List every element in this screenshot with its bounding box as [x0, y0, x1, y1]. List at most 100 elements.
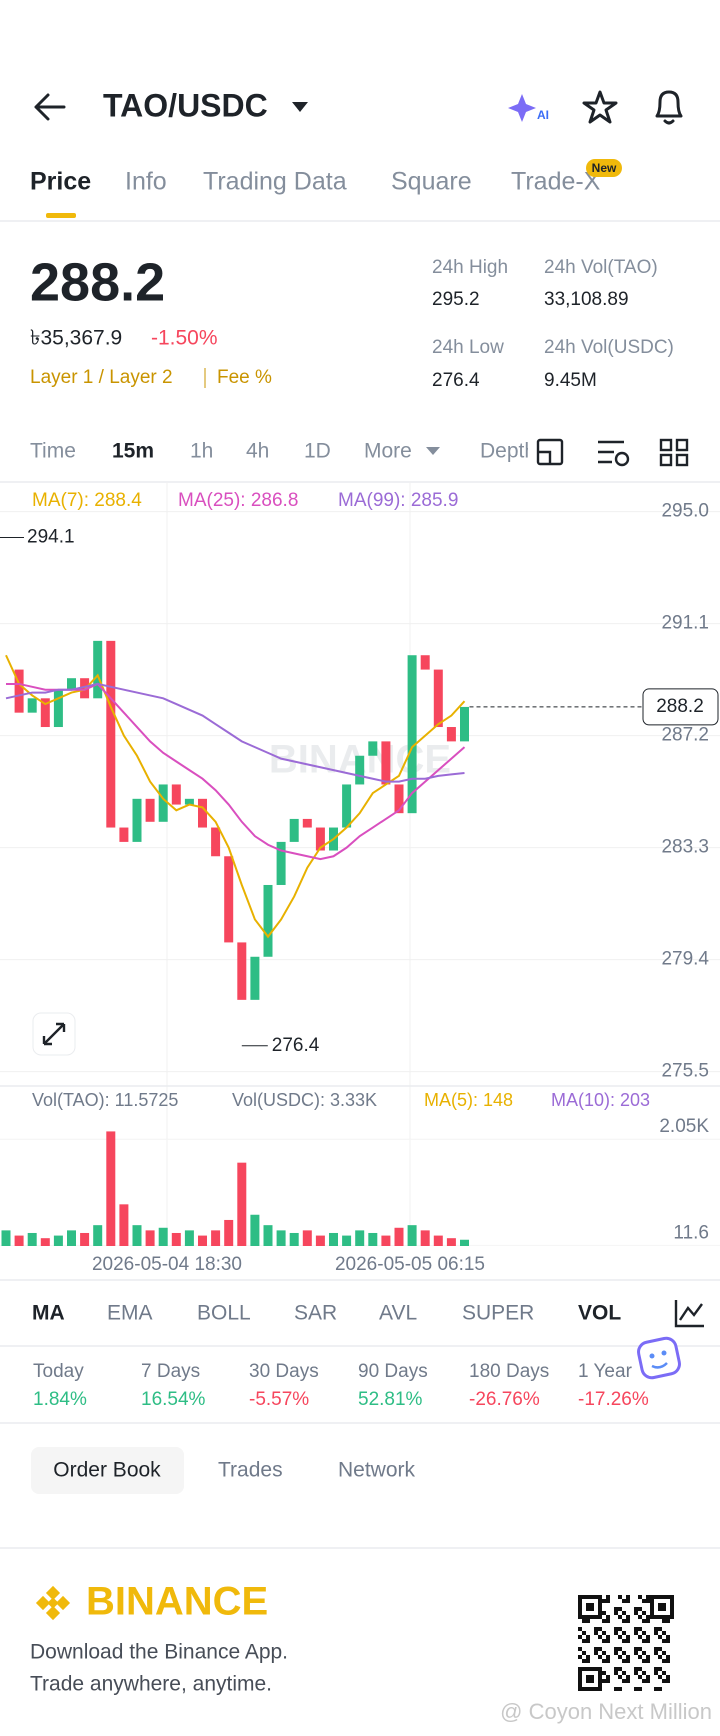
- qr-cell: [602, 1599, 606, 1603]
- indicator[interactable]: AVL: [379, 1302, 417, 1325]
- pair-dropdown[interactable]: [292, 102, 308, 112]
- qr-cell: [638, 1615, 642, 1619]
- qr-cell: [626, 1675, 630, 1679]
- candle: [40, 698, 50, 728]
- qr-cell: [658, 1655, 662, 1659]
- assistant-button[interactable]: [637, 1336, 682, 1380]
- qr-cell: [586, 1635, 590, 1639]
- ma-legend: MA(7): 288.4: [32, 490, 142, 511]
- indicator[interactable]: VOL: [578, 1302, 621, 1325]
- qr-cell: [622, 1659, 626, 1663]
- tag[interactable]: Fee %: [217, 367, 272, 388]
- favorite-button[interactable]: [582, 90, 618, 124]
- volume-bar: [276, 1230, 286, 1246]
- tab[interactable]: Trading Data: [203, 168, 347, 196]
- qr-cell: [614, 1667, 618, 1671]
- chart-tool[interactable]: [598, 440, 630, 467]
- qr-cell: [606, 1675, 610, 1679]
- candle-chart: 295.0291.1287.2283.3279.4275.5BINANCEMA(…: [0, 490, 720, 1275]
- qr-cell: [646, 1595, 650, 1599]
- candle: [342, 784, 352, 828]
- pair-title[interactable]: TAO/USDC: [103, 87, 268, 123]
- qr-finder: [658, 1603, 666, 1611]
- volume-bar: [27, 1232, 37, 1246]
- book-tab[interactable]: Trades: [218, 1459, 283, 1482]
- volume-bar: [224, 1219, 234, 1246]
- qr-cell: [654, 1631, 658, 1635]
- stat-label: 24h Vol(TAO): [544, 257, 658, 278]
- candle: [211, 827, 221, 857]
- qr-cell: [646, 1639, 650, 1643]
- indicator[interactable]: EMA: [107, 1302, 153, 1325]
- interval[interactable]: Time: [30, 440, 76, 463]
- candle: [27, 698, 37, 713]
- volume-bar: [342, 1235, 352, 1246]
- indicator[interactable]: SUPER: [462, 1302, 534, 1325]
- candle: [119, 827, 129, 842]
- indicator[interactable]: BOLL: [197, 1302, 251, 1325]
- interval[interactable]: 1h: [190, 440, 213, 463]
- candle: [250, 956, 260, 1000]
- qr-cell: [642, 1611, 646, 1615]
- qr-cell: [634, 1607, 638, 1611]
- interval[interactable]: More: [364, 440, 412, 463]
- ma-legend: MA(25): 286.8: [178, 490, 298, 511]
- indicator-settings[interactable]: [674, 1300, 704, 1328]
- qr-cell: [642, 1639, 646, 1643]
- qr-cell: [666, 1679, 670, 1683]
- qr-cell: [622, 1631, 626, 1635]
- volume-bar: [198, 1235, 207, 1246]
- candle: [289, 818, 299, 842]
- qr-cell: [594, 1631, 598, 1635]
- tag[interactable]: Layer 1 / Layer 2: [30, 367, 173, 388]
- qr-cell: [582, 1659, 586, 1663]
- book-tab[interactable]: Order Book: [53, 1459, 161, 1482]
- interval[interactable]: 15m: [112, 440, 154, 463]
- interval[interactable]: Depth: [480, 440, 536, 463]
- volume-axis-label: 11.6: [673, 1222, 709, 1243]
- qr-cell: [634, 1651, 638, 1655]
- alert-button[interactable]: [655, 90, 683, 125]
- qr-cell: [602, 1611, 606, 1615]
- indicator[interactable]: SAR: [294, 1302, 337, 1325]
- volume-bar: [1, 1230, 11, 1246]
- tab[interactable]: Info: [125, 168, 167, 196]
- volume-bar: [211, 1230, 221, 1246]
- candle: [263, 884, 273, 957]
- volume-bar: [446, 1238, 456, 1246]
- qr-cell: [618, 1675, 622, 1679]
- qr-cell: [594, 1651, 598, 1655]
- more-dropdown: [426, 447, 440, 455]
- chart-tool[interactable]: [536, 438, 564, 466]
- volume-axis-label: 2.05K: [659, 1116, 709, 1137]
- volume-bar: [460, 1239, 469, 1246]
- book-tab[interactable]: Network: [338, 1459, 416, 1482]
- volume-bar: [368, 1232, 378, 1246]
- volume-bar: [289, 1232, 299, 1246]
- qr-cell: [586, 1655, 590, 1659]
- fiat-price: ৳35,367.9: [30, 327, 122, 350]
- qr-cell: [598, 1627, 602, 1631]
- indicator[interactable]: MA: [32, 1302, 65, 1325]
- ai-button[interactable]: AI: [508, 94, 549, 122]
- new-badge-bg: [586, 159, 622, 177]
- tab[interactable]: Price: [30, 168, 91, 196]
- last-price-box: [642, 688, 719, 726]
- qr-cell: [638, 1635, 642, 1639]
- back-button[interactable]: [34, 93, 66, 121]
- qr-cell: [606, 1615, 610, 1619]
- volume-bar: [420, 1230, 430, 1246]
- tab[interactable]: Trade-X: [511, 168, 601, 196]
- interval[interactable]: 1D: [304, 440, 331, 463]
- qr-cell: [662, 1671, 666, 1675]
- qr-cell: [642, 1671, 646, 1675]
- tab[interactable]: Square: [391, 168, 472, 196]
- chart-tool[interactable]: [659, 438, 689, 467]
- qr-cell: [622, 1679, 626, 1683]
- qr-cell: [666, 1655, 670, 1659]
- qr-cell: [606, 1635, 610, 1639]
- candle: [420, 655, 430, 670]
- qr-cell: [614, 1627, 618, 1631]
- interval[interactable]: 4h: [246, 440, 269, 463]
- qr-cell: [662, 1679, 666, 1683]
